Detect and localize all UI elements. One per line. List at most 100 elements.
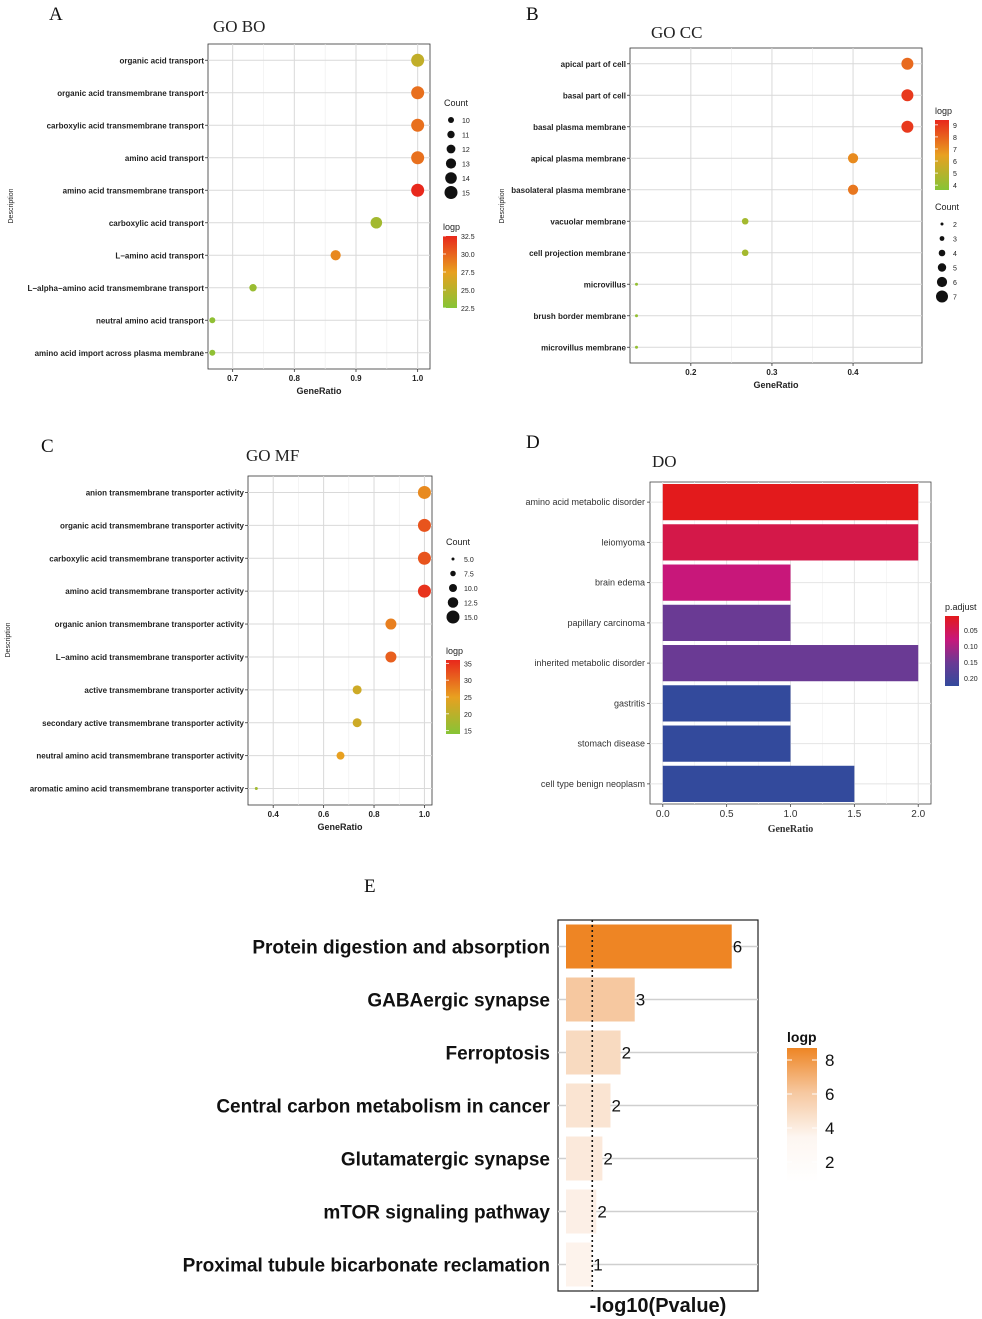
- size-legend-dot: [450, 570, 456, 577]
- size-legend-dot: [939, 236, 945, 241]
- category-label: leiomyoma: [601, 537, 645, 547]
- x-tick-label: 0.4: [268, 810, 280, 819]
- plot-frame: [629, 47, 923, 364]
- y-axis-title: Description: [499, 188, 506, 223]
- panel-d-bar-chart: 0.0 0.5 1.0 1.5 2.0 amino acid metabolic diso…: [525, 481, 978, 835]
- size-legend-dot: [451, 557, 455, 561]
- color-legend-label: 5: [953, 171, 957, 178]
- size-legend-label: 14: [462, 176, 470, 183]
- bar: [566, 1189, 597, 1234]
- x-tick-label: 1.0: [784, 809, 798, 820]
- size-legend-dot: [937, 263, 947, 272]
- data-point: [411, 53, 425, 67]
- bar: [566, 924, 732, 969]
- category-label: Central carbon metabolism in cancer: [216, 1097, 550, 1118]
- size-legend-label: 7.5: [464, 572, 474, 579]
- panel-b-title: GO CC: [651, 23, 702, 42]
- x-tick-label: 0.9: [350, 374, 362, 383]
- bar: [662, 524, 919, 561]
- color-legend-label: 6: [825, 1085, 834, 1104]
- category-label: brush border membrane: [534, 312, 627, 321]
- color-legend-title: logp: [446, 646, 463, 656]
- bar: [662, 725, 791, 762]
- data-point: [417, 584, 431, 598]
- panel-label-c: C: [41, 436, 54, 457]
- size-legend-dot: [940, 222, 944, 226]
- category-label: neutral amino acid transport: [96, 316, 204, 325]
- bar: [662, 564, 791, 601]
- data-point: [249, 284, 257, 292]
- color-legend-label: 0.05: [964, 628, 978, 635]
- panel-a-title: GO BO: [213, 17, 265, 36]
- category-label: amino acid metabolic disorder: [525, 497, 645, 507]
- data-point: [417, 551, 431, 565]
- panel-c-dot-plot: 0.4 0.6 0.8 1.0 anion transmembrane transpor…: [5, 475, 478, 832]
- size-legend-dot: [446, 610, 460, 624]
- data-point: [901, 89, 914, 102]
- x-tick-label: 0.7: [227, 374, 239, 383]
- category-label: aromatic amino acid transmembrane transp…: [30, 785, 245, 794]
- data-point: [411, 151, 425, 165]
- category-label: carboxylic acid transport: [109, 219, 204, 228]
- category-label: mTOR signaling pathway: [323, 1203, 550, 1224]
- size-legend-label: 4: [953, 251, 957, 258]
- color-legend-title: logp: [787, 1029, 817, 1045]
- category-label: organic anion transmembrane transporter …: [55, 620, 245, 629]
- panel-label-a: A: [49, 4, 63, 25]
- category-label: gastritis: [614, 698, 646, 708]
- panel-b-dot-plot: 0.2 0.3 0.4 apical part of cell basal part o…: [499, 47, 960, 390]
- category-label: carboxylic acid transmembrane transport: [47, 121, 205, 130]
- bar: [662, 765, 855, 802]
- plot-frame: [207, 43, 431, 370]
- panel-a-dot-plot: 0.7 0.8 0.9 1.0 organic acid transport organi…: [8, 43, 475, 396]
- size-legend-label: 10: [462, 118, 470, 125]
- category-label: GABAergic synapse: [367, 991, 550, 1012]
- bar: [566, 1242, 593, 1287]
- category-label: organic acid transmembrane transport: [57, 89, 204, 98]
- size-legend-label: 12: [462, 147, 470, 154]
- color-legend-bar: [935, 120, 949, 190]
- color-legend-bar: [945, 616, 959, 686]
- data-point: [336, 751, 345, 760]
- color-legend-label: 20: [464, 712, 472, 719]
- data-point: [385, 651, 397, 663]
- x-tick-label: 0.6: [318, 810, 330, 819]
- size-legend-label: 5: [953, 266, 957, 273]
- category-label: cell type benign neoplasm: [541, 779, 645, 789]
- bar: [662, 604, 791, 641]
- data-point: [741, 249, 749, 257]
- category-label: L−amino acid transport: [115, 251, 204, 260]
- category-label: amino acid transport: [125, 154, 204, 163]
- data-point: [209, 349, 216, 356]
- bar-value-label: 1: [593, 1256, 602, 1275]
- size-legend-dot: [446, 144, 456, 154]
- x-tick-label: 1.0: [412, 374, 424, 383]
- color-legend-title: p.adjust: [945, 602, 977, 612]
- data-point: [385, 618, 397, 630]
- size-legend-dot: [936, 276, 948, 288]
- category-label: carboxylic acid transmembrane transporte…: [49, 554, 244, 563]
- color-legend-label: 25: [464, 695, 472, 702]
- x-tick-label: 0.0: [656, 809, 670, 820]
- color-legend-label: 25.0: [461, 288, 475, 295]
- bar-value-label: 2: [622, 1044, 631, 1063]
- x-axis-title: GeneRatio: [768, 824, 814, 835]
- size-legend-dot: [447, 130, 455, 139]
- category-label: stomach disease: [577, 739, 645, 749]
- size-legend-label: 13: [462, 162, 470, 169]
- color-legend-label: 6: [953, 159, 957, 166]
- color-legend-label: 27.5: [461, 270, 475, 277]
- color-legend-label: 0.10: [964, 644, 978, 651]
- bar: [566, 1030, 621, 1075]
- x-tick-label: 0.8: [368, 810, 380, 819]
- color-legend-label: 8: [825, 1051, 834, 1070]
- data-point: [352, 718, 362, 728]
- bar: [566, 1136, 603, 1181]
- color-legend-label: 30: [464, 678, 472, 685]
- category-label: Protein digestion and absorption: [252, 938, 550, 959]
- data-point: [901, 120, 914, 133]
- data-point: [370, 216, 383, 229]
- color-legend-label: 30.0: [461, 252, 475, 259]
- category-label: inherited metabolic disorder: [534, 658, 645, 668]
- data-point: [634, 345, 638, 349]
